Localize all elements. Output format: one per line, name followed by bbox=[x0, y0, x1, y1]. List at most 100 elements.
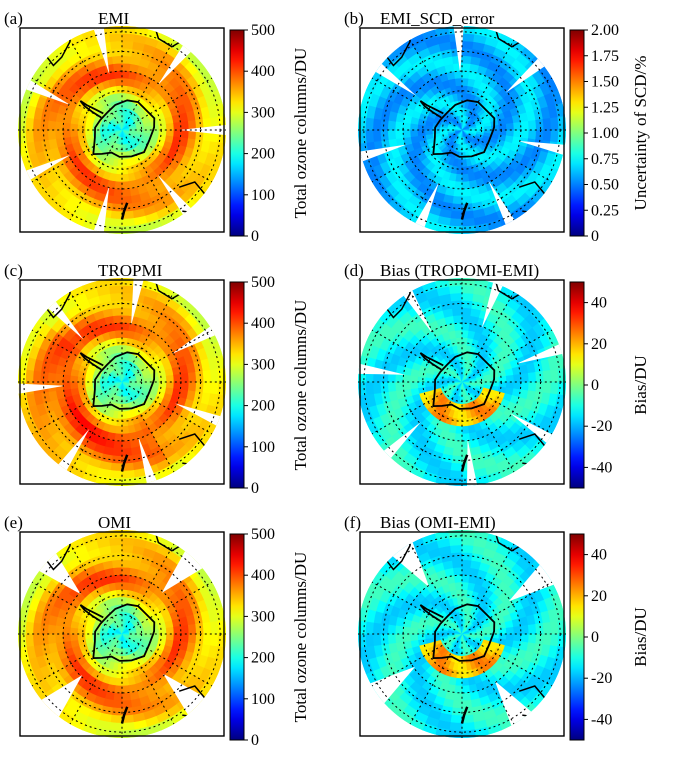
map-cell bbox=[121, 559, 133, 569]
map-cell bbox=[557, 116, 566, 131]
colorbar-tick-label: -40 bbox=[591, 711, 612, 728]
map-cell bbox=[180, 381, 190, 392]
map-cell bbox=[461, 677, 470, 687]
map-cell bbox=[450, 707, 463, 717]
map-cell bbox=[394, 129, 404, 140]
map-cell bbox=[110, 40, 123, 50]
map-cell bbox=[542, 622, 552, 635]
map-cell bbox=[158, 627, 167, 635]
map-cell bbox=[451, 307, 463, 317]
map-cell bbox=[456, 344, 463, 353]
meridian-line bbox=[128, 133, 213, 183]
data-gap bbox=[179, 124, 226, 136]
map-cell bbox=[121, 55, 133, 65]
map-cell bbox=[461, 225, 476, 234]
meridian-line bbox=[468, 385, 553, 435]
colorbar-tick-label: -20 bbox=[591, 418, 612, 435]
map-cell bbox=[180, 624, 190, 635]
new-zealand-coastline bbox=[120, 454, 129, 472]
colorbar bbox=[229, 281, 245, 489]
antarctica-coastline bbox=[432, 99, 496, 158]
colorbar-tick-label: -20 bbox=[591, 670, 612, 687]
map-cell bbox=[372, 633, 382, 646]
colorbar-tick-label: 400 bbox=[251, 315, 275, 332]
colorbar-tick-label: 0 bbox=[591, 377, 599, 394]
data-gap bbox=[157, 43, 193, 86]
map-cell bbox=[77, 129, 86, 137]
map-cell bbox=[387, 633, 397, 645]
map-cell bbox=[456, 596, 463, 605]
map-cell bbox=[450, 544, 463, 554]
map-cell bbox=[115, 589, 123, 598]
peninsula-coastline bbox=[79, 604, 104, 623]
map-cell bbox=[109, 285, 123, 294]
map-cell bbox=[394, 120, 404, 131]
colorbar bbox=[229, 29, 245, 237]
meridian-line bbox=[128, 637, 213, 687]
map-cell bbox=[461, 566, 472, 576]
data-gap bbox=[138, 436, 158, 486]
data-gap bbox=[161, 549, 205, 593]
map-cell bbox=[461, 47, 474, 57]
map-cell bbox=[47, 633, 57, 645]
map-cell bbox=[110, 544, 123, 554]
map-cell bbox=[91, 381, 101, 387]
map-field bbox=[358, 278, 566, 486]
map-field bbox=[358, 26, 566, 234]
map-frame bbox=[19, 531, 225, 737]
data-gap bbox=[18, 383, 65, 395]
map-cell bbox=[110, 455, 123, 465]
meridian-line bbox=[69, 388, 119, 473]
map-cell bbox=[47, 371, 57, 383]
meridian-line bbox=[128, 385, 213, 435]
data-gap bbox=[93, 26, 110, 75]
map-cell bbox=[114, 77, 123, 87]
meridian-line bbox=[465, 543, 515, 628]
map-cell bbox=[112, 314, 123, 324]
map-cell bbox=[111, 447, 123, 457]
map-cell bbox=[25, 633, 34, 647]
data-gap bbox=[175, 403, 223, 427]
map-cell bbox=[424, 381, 433, 388]
meridian-line bbox=[69, 640, 119, 725]
map-cell bbox=[452, 188, 463, 198]
map-frame bbox=[359, 531, 565, 737]
meridian-line bbox=[468, 77, 553, 127]
map-cell bbox=[450, 292, 463, 302]
map-cell bbox=[69, 633, 79, 642]
map-cell bbox=[158, 123, 167, 131]
map-cell bbox=[454, 77, 463, 87]
meridian-line bbox=[128, 329, 213, 379]
colorbar-tick-label: 300 bbox=[251, 356, 275, 373]
map-cell bbox=[461, 159, 468, 168]
map-cell bbox=[550, 117, 559, 131]
map-cell bbox=[449, 470, 463, 479]
map-cell bbox=[121, 411, 128, 420]
map-cell bbox=[450, 210, 463, 220]
map-cell bbox=[449, 218, 463, 227]
data-gap bbox=[414, 182, 439, 230]
map-cell bbox=[121, 692, 132, 702]
panel-label: (e) bbox=[4, 513, 23, 532]
map-cell bbox=[431, 129, 441, 135]
map-cell bbox=[111, 307, 123, 317]
map-cell bbox=[143, 125, 153, 131]
colorbar bbox=[569, 281, 585, 489]
map-cell bbox=[550, 621, 559, 635]
data-gap bbox=[518, 140, 566, 156]
map-cell bbox=[84, 381, 93, 388]
map-cell bbox=[550, 381, 559, 395]
map-cell bbox=[180, 633, 190, 644]
panel-e: (e) OMI 0 100 200 300 400 500 Total ozone column… bbox=[4, 513, 310, 749]
map-cell bbox=[542, 129, 552, 142]
meridian-line bbox=[125, 640, 175, 725]
colorbar-tick-label: 0 bbox=[251, 732, 259, 749]
colorbar-tick-label: 0 bbox=[591, 228, 599, 245]
map-cell bbox=[121, 225, 136, 234]
map-cell bbox=[455, 337, 463, 346]
map-cell bbox=[112, 692, 123, 702]
map-cell bbox=[77, 381, 86, 389]
map-cell bbox=[143, 377, 153, 383]
map-cell bbox=[520, 381, 530, 392]
meridian-line bbox=[125, 388, 175, 473]
